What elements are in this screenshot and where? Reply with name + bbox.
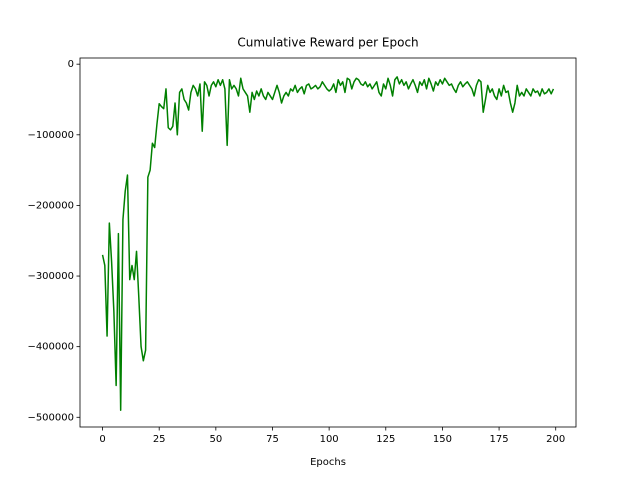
y-tick-label: −300000 [27,271,74,282]
y-tick-label: −400000 [27,342,74,353]
x-tick-label: 0 [99,434,105,445]
x-tick-label: 200 [546,434,565,445]
plot-frame [79,57,577,428]
x-tick-label: 125 [376,434,395,445]
x-tick-label: 50 [209,434,222,445]
y-tick-label: −500000 [27,412,74,423]
x-tick-label: 75 [266,434,279,445]
x-tick-label: 175 [490,434,509,445]
x-tick-label: 150 [433,434,452,445]
x-tick-label: 25 [153,434,166,445]
x-axis-label: Epochs [310,457,346,468]
y-tick-label: −200000 [27,200,74,211]
x-tick-label: 100 [320,434,339,445]
chart-title: Cumulative Reward per Epoch [237,36,418,50]
y-tick-label: 0 [68,59,74,70]
line-series [101,76,555,411]
y-tick-label: −100000 [27,130,74,141]
